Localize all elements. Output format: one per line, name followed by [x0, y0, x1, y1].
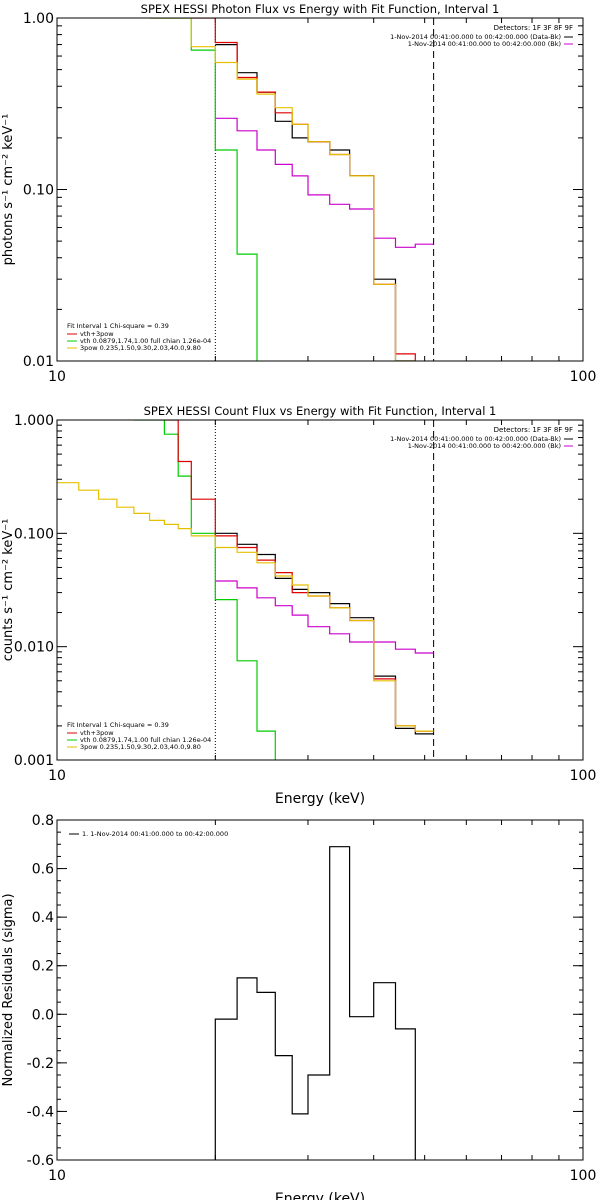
y-tick-label: 1.000: [14, 413, 54, 429]
plot-frame: [56, 419, 584, 761]
legend-detectors: Detectors: 1F 3F 8F 9F: [494, 24, 573, 32]
count-flux-panel: SPEX HESSI Count Flux vs Energy with Fit…: [1, 404, 596, 807]
x-axis-label: Energy (keV): [275, 791, 365, 807]
chart-title: SPEX HESSI Photon Flux vs Energy with Fi…: [141, 2, 500, 16]
series-line-0: [215, 44, 416, 361]
y-tick-label: 0.2: [32, 959, 54, 975]
x-tick-label: 10: [48, 768, 66, 784]
series-line-0: [215, 532, 434, 735]
plot-area: [57, 420, 434, 760]
residuals-panel: 10 100 -0.6 -0.4 -0.2 0.0 0.2 0.4 0.6 0.8 Energy (…: [1, 813, 596, 1200]
plot-area: [214, 846, 416, 1160]
y-tick-label: 0.8: [32, 813, 54, 829]
plot-frame: [56, 819, 584, 1161]
y-tick-label: 0.001: [14, 753, 54, 769]
series-line-3: [191, 18, 416, 361]
legend-label: 1. 1-Nov-2014 00:41:00.000 to 00:42:00.0…: [82, 830, 228, 838]
legend-bottom-label: vth 0.0879,1.74,1.00 full chian 1.26e-04: [80, 736, 211, 744]
y-tick-label: 0.01: [23, 354, 54, 370]
plot-frame: [56, 17, 584, 362]
x-tick-label: 100: [570, 1168, 597, 1184]
chart-title: SPEX HESSI Count Flux vs Energy with Fit…: [144, 404, 497, 418]
x-tick-label: 100: [570, 768, 597, 784]
legend-bottom-label: 3pow 0.235,1.50,9.30,2.03,40.0,9.80: [80, 344, 201, 352]
y-tick-label: 0.010: [14, 640, 54, 656]
y-tick-label: -0.2: [27, 1056, 54, 1072]
y-axis-label: photons s⁻¹ cm⁻² keV⁻¹: [1, 114, 16, 266]
y-tick-label: 0.0: [32, 1007, 54, 1023]
legend-fit-header: Fit Interval 1 Chi-square = 0.39: [67, 721, 169, 729]
y-axis-label: Normalized Residuals (sigma): [1, 893, 16, 1086]
legend-bottom-label: 3pow 0.235,1.50,9.30,2.03,40.0,9.80: [80, 743, 201, 751]
series-line-3: [164, 420, 434, 732]
legend-top-label: 1-Nov-2014 00:41:00.000 to 00:42:00.000 …: [390, 33, 561, 41]
plot-area: [149, 18, 434, 361]
legend-fit-header: Fit Interval 1 Chi-square = 0.39: [67, 322, 169, 330]
y-tick-label: 0.10: [23, 183, 54, 199]
series-line-4: [57, 482, 434, 732]
series-line-1: [215, 580, 434, 654]
legend-detectors: Detectors: 1F 3F 8F 9F: [494, 426, 573, 434]
y-tick-label: -0.4: [27, 1104, 54, 1120]
legend-bottom-label: vth+3pow: [80, 330, 114, 338]
legend-bottom-label: vth 0.0879,1.74,1.00 full chian 1.26e-04: [80, 337, 211, 345]
x-tick-label: 10: [48, 369, 66, 385]
x-axis-label: Energy (keV): [275, 1191, 365, 1200]
legend-top-label: 1-Nov-2014 00:41:00.000 to 00:42:00.000 …: [408, 442, 561, 450]
legend-top-label: 1-Nov-2014 00:41:00.000 to 00:42:00.000 …: [390, 435, 561, 443]
y-axis-label: counts s⁻¹ cm⁻² keV⁻¹: [1, 519, 16, 662]
y-tick-label: 0.100: [14, 526, 54, 542]
y-tick-label: 0.4: [32, 910, 54, 926]
photon-flux-panel: SPEX HESSI Photon Flux vs Energy with Fi…: [1, 2, 597, 385]
x-tick-label: 10: [48, 1168, 66, 1184]
legend-top-label: 1-Nov-2014 00:41:00.000 to 00:42:00.000 …: [408, 40, 561, 48]
y-tick-label: 0.6: [32, 862, 54, 878]
legend-bottom-label: vth+3pow: [80, 729, 114, 737]
series-line-0: [214, 846, 416, 1160]
x-tick-label: 100: [570, 369, 597, 385]
y-tick-label: 1.00: [23, 11, 54, 27]
series-line-1: [215, 117, 434, 248]
series-line-4: [149, 18, 416, 361]
y-tick-label: -0.6: [27, 1153, 54, 1169]
